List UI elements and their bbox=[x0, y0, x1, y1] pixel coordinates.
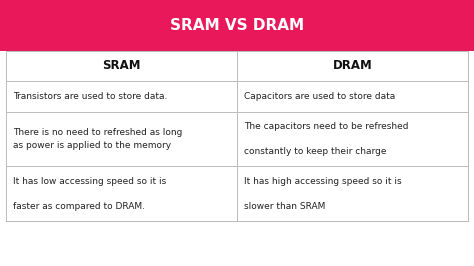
Text: The capacitors need to be refreshed

constantly to keep their charge: The capacitors need to be refreshed cons… bbox=[244, 122, 409, 156]
Text: It has high accessing speed so it is

slower than SRAM: It has high accessing speed so it is slo… bbox=[244, 177, 402, 210]
Text: DRAM: DRAM bbox=[333, 59, 372, 72]
Bar bbox=[6, 51, 468, 221]
Text: SRAM: SRAM bbox=[102, 59, 141, 72]
Text: Capacitors are used to store data: Capacitors are used to store data bbox=[244, 92, 395, 101]
Text: There is no need to refreshed as long
as power is applied to the memory: There is no need to refreshed as long as… bbox=[13, 128, 182, 150]
Text: SRAM VS DRAM: SRAM VS DRAM bbox=[170, 18, 304, 33]
Text: It has low accessing speed so it is

faster as compared to DRAM.: It has low accessing speed so it is fast… bbox=[13, 177, 166, 210]
Bar bbox=[6, 51, 468, 221]
Text: Transistors are used to store data.: Transistors are used to store data. bbox=[13, 92, 168, 101]
Bar bbox=[0, 0, 474, 51]
